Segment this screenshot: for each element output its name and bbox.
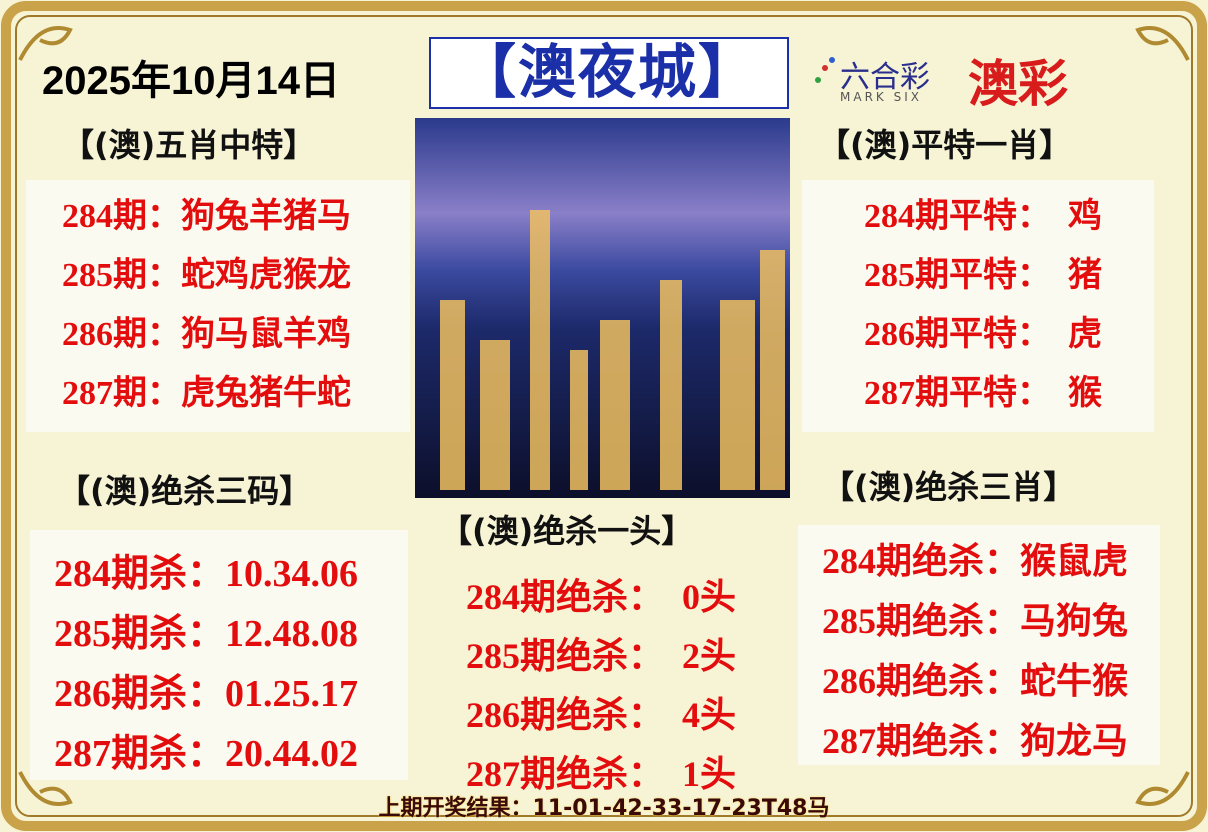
panel-row: 286期平特： 虎 bbox=[864, 316, 1102, 353]
panel-row: 287期平特： 猴 bbox=[864, 375, 1102, 412]
panel-row: 285期绝杀：马狗兔 bbox=[822, 601, 1129, 641]
panel-title: 【(澳)五肖中特】 bbox=[62, 126, 316, 164]
panel-row: 285期平特： 猪 bbox=[864, 257, 1102, 294]
panel-row: 287期绝杀： 1头 bbox=[466, 754, 737, 794]
panel-title: 【(澳)平特一肖】 bbox=[818, 126, 1072, 164]
panel-row: 284期杀：10.34.06 bbox=[54, 553, 359, 595]
panel-row: 284期绝杀：猴鼠虎 bbox=[822, 541, 1129, 581]
title: 【澳夜城】 bbox=[457, 38, 758, 106]
panel-title: 【(澳)绝杀一头】 bbox=[440, 512, 694, 550]
date: 2025年10月14日 bbox=[42, 59, 340, 103]
panel-row: 287期绝杀：狗龙马 bbox=[822, 721, 1129, 761]
panel-row: 285期：蛇鸡虎猴龙 bbox=[62, 257, 351, 294]
panel-row: 287期杀：20.44.02 bbox=[54, 733, 359, 775]
panel-row: 285期杀：12.48.08 bbox=[54, 613, 359, 655]
brand: 澳彩 bbox=[968, 55, 1068, 113]
panel-row: 284期平特： 鸡 bbox=[864, 198, 1102, 235]
footer: 上期开奖结果：11-01-42-33-17-23T48马 bbox=[378, 796, 830, 821]
panel-title: 【(澳)绝杀三码】 bbox=[58, 472, 312, 510]
logo: 六合彩 bbox=[840, 60, 930, 95]
panel-row: 286期：狗马鼠羊鸡 bbox=[62, 316, 351, 353]
panel-row: 286期绝杀： 4头 bbox=[466, 695, 737, 735]
panel-row: 286期杀：01.25.17 bbox=[54, 673, 359, 715]
logo-sub: MARK SIX bbox=[840, 90, 922, 104]
panel-row: 286期绝杀：蛇牛猴 bbox=[822, 661, 1129, 701]
panel-row: 285期绝杀： 2头 bbox=[466, 636, 737, 676]
panel-row: 284期绝杀： 0头 bbox=[466, 577, 737, 617]
panel-title: 【(澳)绝杀三肖】 bbox=[822, 468, 1076, 506]
panel-row: 287期：虎兔猪牛蛇 bbox=[62, 375, 351, 412]
panel-row: 284期：狗兔羊猪马 bbox=[62, 198, 351, 235]
